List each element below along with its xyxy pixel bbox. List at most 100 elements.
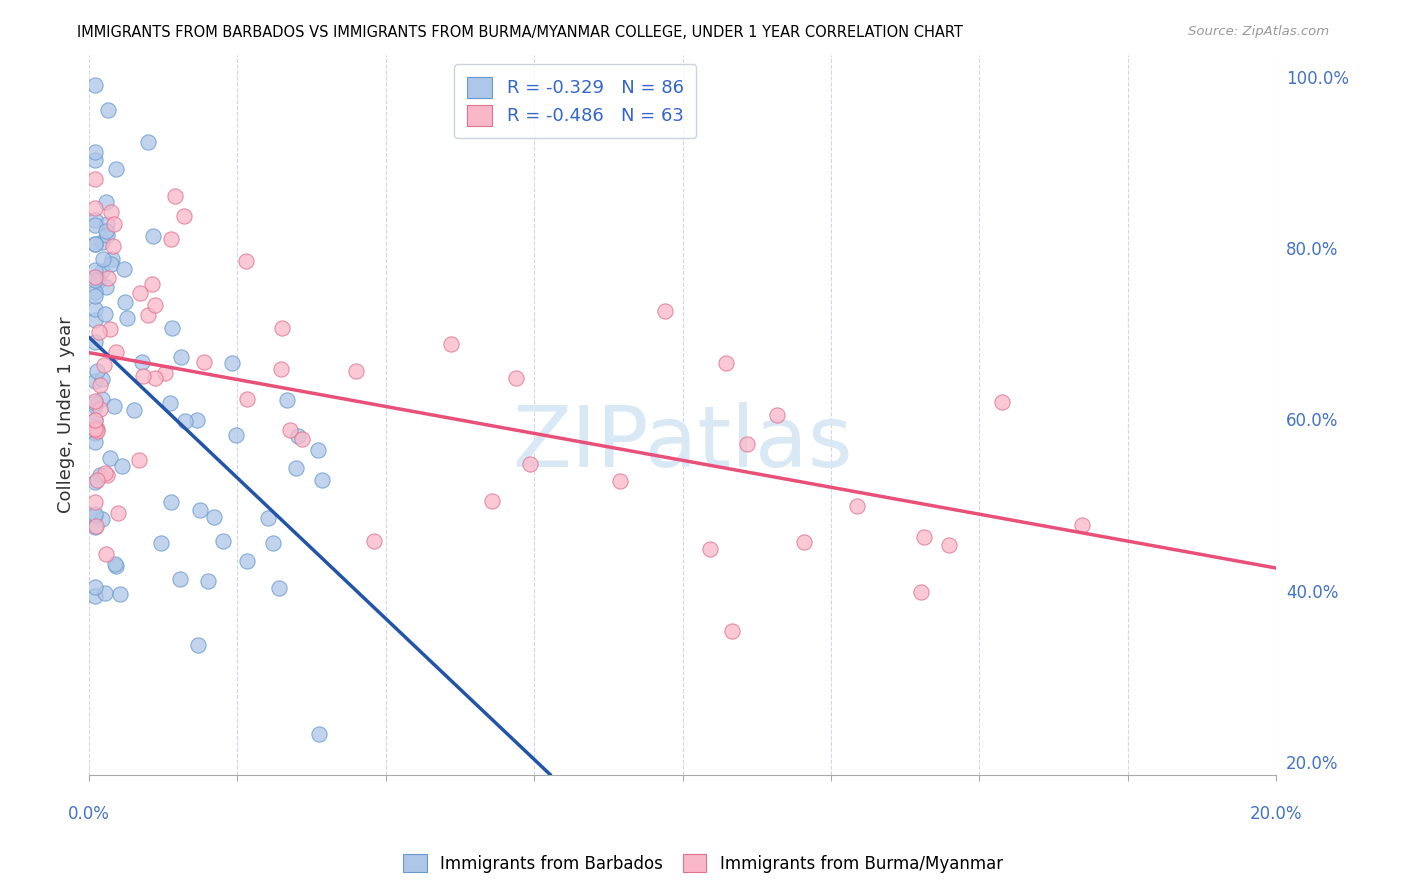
Point (86, 422, 108, 436)
Point (287, 429, 309, 443)
Point (86, 364, 108, 378)
Point (96, 227, 118, 242)
Point (84, 413, 107, 427)
Point (105, 558, 128, 573)
Text: 0.0%: 0.0% (67, 805, 110, 823)
Point (505, 370, 527, 384)
Point (910, 585, 932, 599)
Point (143, 371, 166, 385)
Point (84, 201, 107, 215)
Point (94, 547, 117, 561)
Point (84, 374, 107, 388)
Point (117, 311, 139, 326)
Point (84, 509, 107, 524)
Point (84, 270, 107, 285)
Point (278, 424, 301, 438)
Point (84, 237, 107, 252)
Point (84, 520, 107, 534)
Point (308, 727, 330, 741)
Point (84, 519, 107, 533)
Point (111, 458, 134, 473)
Point (128, 452, 150, 467)
Point (112, 261, 135, 276)
Point (84, 423, 107, 437)
Point (84, 335, 107, 350)
Point (98, 451, 121, 466)
Point (202, 510, 225, 524)
Point (101, 252, 124, 267)
Point (311, 473, 333, 487)
Point (225, 428, 247, 442)
Point (84, 590, 107, 604)
Point (186, 413, 208, 427)
Point (187, 638, 209, 652)
Point (285, 460, 308, 475)
Point (155, 366, 177, 380)
Point (912, 530, 935, 544)
Point (84, 289, 107, 303)
Point (714, 356, 737, 370)
Point (938, 538, 960, 552)
Point (142, 229, 165, 244)
Point (145, 297, 167, 311)
Point (236, 554, 259, 568)
Point (136, 135, 159, 149)
Point (89, 401, 111, 416)
Point (270, 362, 292, 376)
Point (721, 624, 744, 638)
Point (609, 474, 631, 488)
Point (91, 252, 114, 267)
Point (159, 396, 181, 410)
Point (86, 273, 108, 287)
Point (84, 418, 107, 433)
Point (173, 209, 195, 223)
Point (699, 542, 721, 557)
Point (93, 358, 115, 372)
Point (262, 536, 284, 550)
Point (307, 442, 329, 457)
Point (104, 345, 127, 359)
Point (84, 145, 107, 160)
Point (654, 304, 676, 318)
Point (100, 205, 122, 219)
Point (84, 153, 107, 167)
Point (89, 378, 111, 392)
Point (188, 502, 211, 516)
Point (103, 399, 125, 413)
Point (94, 307, 117, 321)
Point (193, 355, 215, 369)
Point (87, 274, 110, 288)
Point (94, 279, 117, 293)
Point (100, 257, 122, 271)
Point (136, 308, 159, 322)
Point (104, 557, 127, 571)
Point (1070, 518, 1092, 533)
Point (766, 408, 789, 422)
Point (94, 195, 117, 210)
Point (162, 321, 184, 335)
Point (97, 270, 120, 285)
Point (271, 321, 294, 335)
Point (93, 586, 115, 600)
Text: Source: ZipAtlas.com: Source: ZipAtlas.com (1188, 25, 1329, 38)
Point (519, 457, 541, 471)
Point (84, 475, 107, 490)
Point (84, 172, 107, 186)
Point (276, 392, 298, 407)
Point (344, 364, 367, 378)
Text: IMMIGRANTS FROM BARBADOS VS IMMIGRANTS FROM BURMA/MYANMAR COLLEGE, UNDER 1 YEAR : IMMIGRANTS FROM BARBADOS VS IMMIGRANTS F… (77, 25, 963, 40)
Point (84, 426, 107, 441)
Point (170, 350, 193, 364)
Point (84, 78, 107, 92)
Point (104, 161, 127, 176)
Text: 20.0%: 20.0% (1250, 805, 1302, 823)
Text: ZIPatlas: ZIPatlas (512, 402, 853, 485)
Point (84, 393, 107, 408)
Point (101, 238, 124, 252)
Point (84, 218, 107, 232)
Point (440, 337, 463, 351)
Point (257, 510, 280, 524)
Point (90, 372, 112, 386)
Point (84, 236, 107, 251)
Point (131, 355, 153, 369)
